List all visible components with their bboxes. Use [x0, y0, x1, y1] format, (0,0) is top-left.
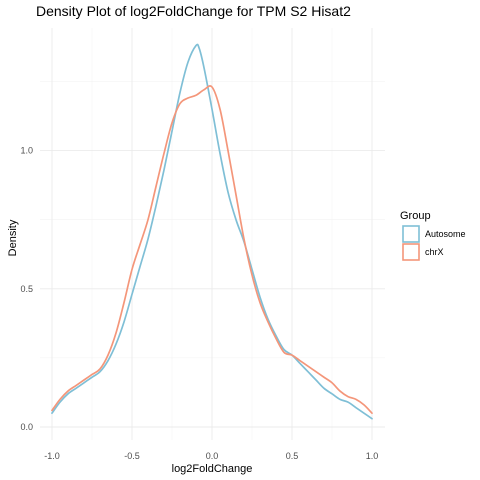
x-axis-ticks: -1.0 -0.5 0.0 0.5 1.0: [44, 451, 378, 461]
legend: Group Autosome chrX: [400, 210, 466, 261]
y-axis-title: Density: [7, 219, 19, 256]
x-tick-label: 0.5: [286, 451, 299, 461]
legend-label-chrx: chrX: [425, 247, 444, 257]
x-tick-label: 1.0: [366, 451, 379, 461]
legend-title: Group: [400, 210, 431, 222]
y-tick-label: 0.5: [20, 284, 33, 294]
series-lines: [51, 43, 373, 420]
legend-key-chrx: [402, 243, 420, 261]
legend-key-autosome: [402, 225, 420, 243]
grid: [40, 28, 385, 440]
x-axis-title: log2FoldChange: [172, 463, 253, 475]
y-axis-ticks: 0.0 0.5 1.0: [20, 146, 33, 432]
x-tick-label: -1.0: [44, 451, 60, 461]
x-tick-label: -0.5: [124, 451, 140, 461]
y-tick-label: 1.0: [20, 146, 33, 156]
legend-label-autosome: Autosome: [425, 229, 466, 239]
x-tick-label: 0.0: [206, 451, 219, 461]
y-tick-label: 0.0: [20, 422, 33, 432]
chart-title: Density Plot of log2FoldChange for TPM S…: [36, 3, 351, 19]
series-line-chrx: [51, 85, 373, 415]
